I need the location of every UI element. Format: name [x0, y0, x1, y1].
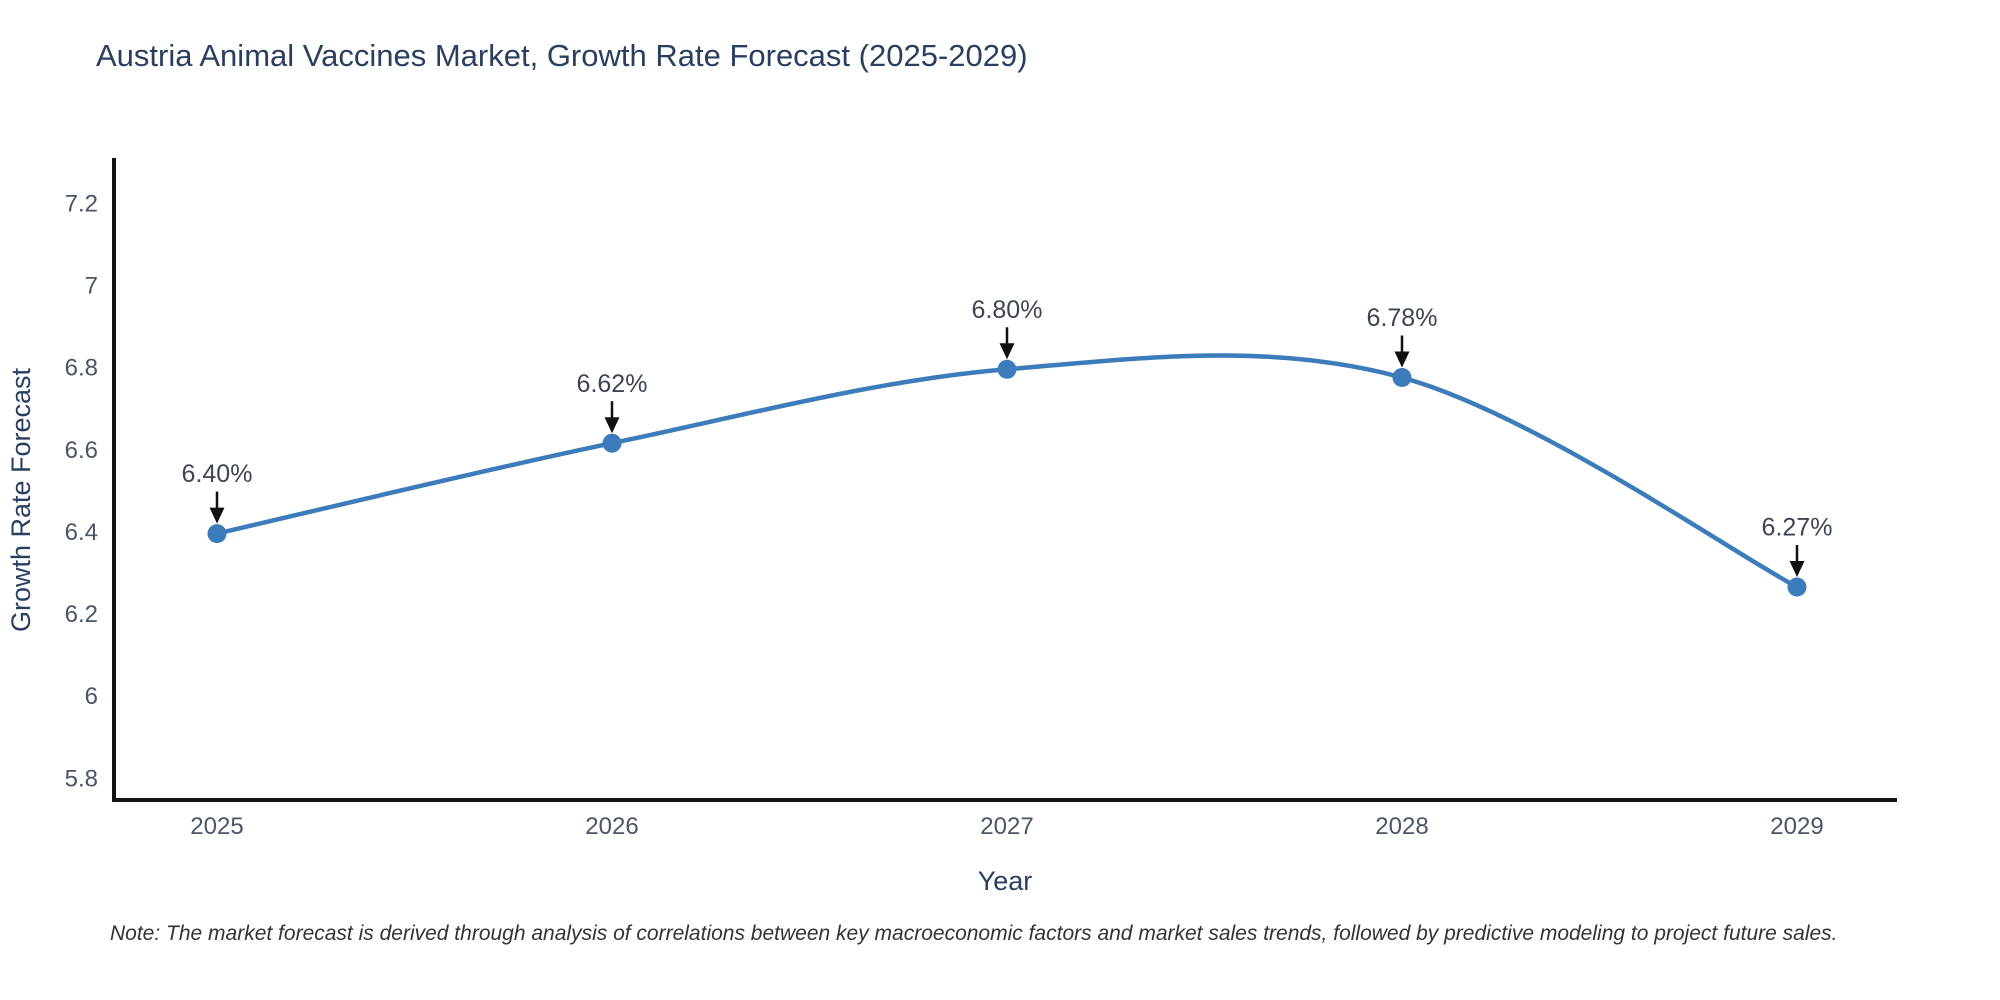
y-tick-label: 7 — [85, 272, 98, 299]
x-axis-title: Year — [978, 866, 1033, 896]
y-tick-labels: 5.8 6 6.2 6.4 6.6 6.8 7 7.2 — [65, 190, 98, 792]
y-axis-title: Growth Rate Forecast — [6, 367, 36, 632]
x-tick-label: 2028 — [1375, 813, 1428, 840]
series-line — [214, 353, 1800, 590]
annotation-arrowhead-icon — [999, 343, 1015, 360]
data-point-annotation: 6.78% — [1367, 304, 1438, 368]
series-line-group — [214, 353, 1800, 590]
data-point-annotation: 6.40% — [182, 460, 253, 524]
footnote: Note: The market forecast is derived thr… — [110, 922, 1838, 945]
y-tick-label: 6 — [85, 683, 98, 710]
annotation-arrowhead-icon — [1394, 351, 1410, 368]
data-point-annotation: 6.62% — [577, 370, 648, 434]
data-point-annotation: 6.27% — [1762, 514, 1833, 577]
data-point-marker — [997, 359, 1017, 379]
data-point-marker — [602, 433, 622, 453]
data-point-label: 6.80% — [972, 296, 1043, 324]
chart-title: Austria Animal Vaccines Market, Growth R… — [96, 38, 1028, 73]
data-point-label: 6.62% — [577, 370, 648, 398]
y-tick-label: 6.8 — [65, 355, 98, 382]
x-tick-label: 2026 — [585, 813, 638, 840]
data-point-annotations: 6.40% 6.62% 6.80% 6.78% 6.27% — [182, 296, 1833, 577]
y-tick-label: 6.4 — [65, 519, 98, 546]
data-point-marker — [207, 524, 227, 544]
data-point-markers — [207, 359, 1807, 597]
data-point-annotation: 6.80% — [972, 296, 1043, 360]
data-point-marker — [1787, 577, 1807, 597]
annotation-arrowhead-icon — [209, 507, 225, 524]
data-point-label: 6.27% — [1762, 514, 1833, 542]
y-tick-label: 7.2 — [65, 190, 98, 217]
y-tick-label: 6.2 — [65, 601, 98, 628]
x-tick-label: 2025 — [190, 813, 243, 840]
annotation-arrowhead-icon — [1789, 561, 1805, 577]
data-point-label: 6.40% — [182, 460, 253, 488]
x-tick-label: 2027 — [980, 813, 1033, 840]
y-tick-label: 6.6 — [65, 437, 98, 464]
y-tick-label: 5.8 — [65, 765, 98, 792]
x-tick-labels: 2025 2026 2027 2028 2029 — [190, 813, 1823, 840]
data-point-marker — [1392, 368, 1412, 387]
data-point-label: 6.78% — [1367, 304, 1438, 332]
annotation-arrowhead-icon — [604, 417, 620, 434]
x-tick-label: 2029 — [1770, 813, 1823, 840]
